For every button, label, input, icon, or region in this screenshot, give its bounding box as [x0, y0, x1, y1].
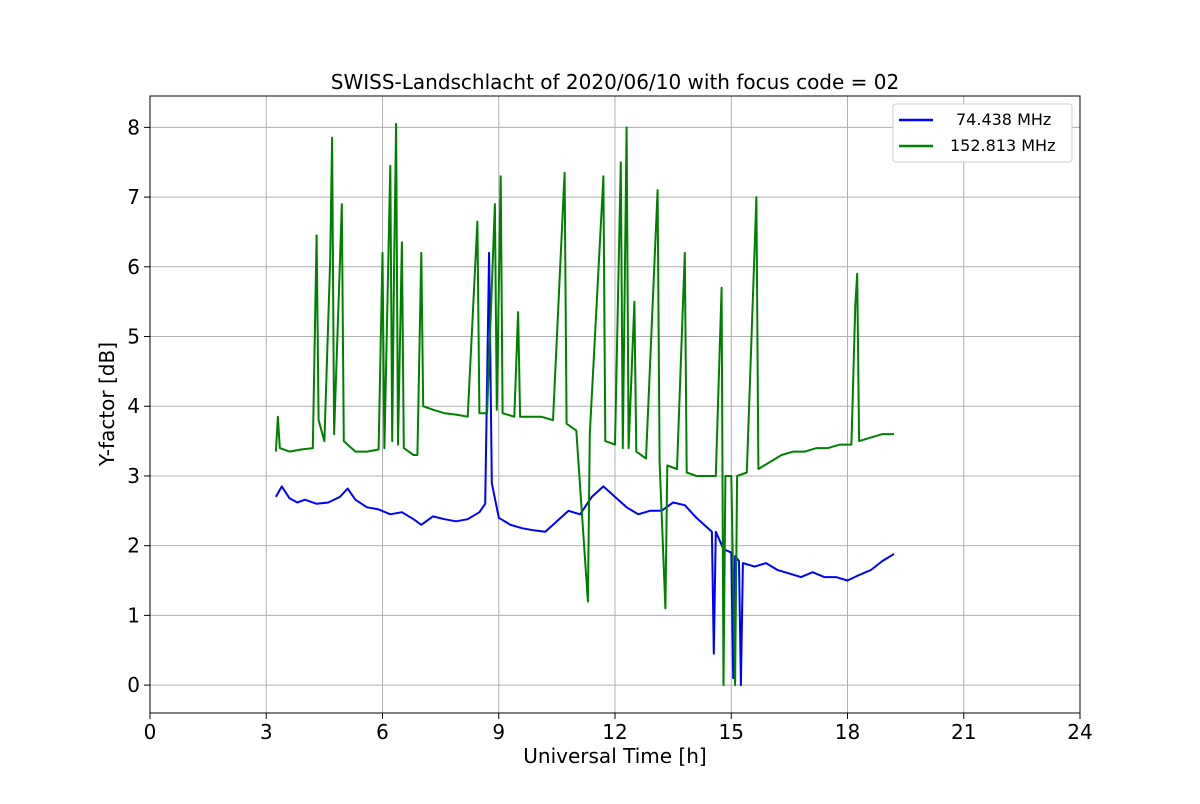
y-tick-label: 1 — [127, 603, 140, 627]
series-line-2 — [274, 122, 894, 687]
legend-box — [892, 103, 1073, 163]
x-axis-label: Universal Time [h] — [523, 744, 706, 768]
y-tick-label: 6 — [127, 255, 140, 279]
y-tick-label: 5 — [127, 325, 140, 349]
y-tick-label: 0 — [127, 673, 140, 697]
x-tick-label: 15 — [719, 720, 744, 744]
y-tick-label: 7 — [127, 185, 140, 209]
y-axis-ticks: 0 1 2 3 4 5 6 7 8 — [127, 115, 150, 697]
legend-label-series-2: 152.813 MHz — [950, 136, 1055, 155]
x-tick-label: 24 — [1067, 720, 1092, 744]
legend: 74.438 MHz 152.813 MHz — [892, 103, 1073, 163]
data-series-layer — [274, 122, 895, 687]
series-line-1 — [275, 251, 895, 687]
y-tick-label: 3 — [127, 464, 140, 488]
y-tick-label: 4 — [127, 394, 140, 418]
y-tick-label: 2 — [127, 534, 140, 558]
x-axis-ticks: 0 3 6 9 12 15 18 21 24 — [144, 713, 1093, 744]
y-tick-label: 8 — [127, 115, 140, 139]
legend-label-series-1: 74.438 MHz — [956, 110, 1051, 129]
x-tick-label: 0 — [144, 720, 157, 744]
x-tick-label: 21 — [951, 720, 976, 744]
x-tick-label: 12 — [602, 720, 627, 744]
x-tick-label: 9 — [492, 720, 505, 744]
chart-title: SWISS-Landschlacht of 2020/06/10 with fo… — [331, 70, 899, 94]
y-axis-label: Y-factor [dB] — [95, 342, 119, 467]
x-tick-label: 18 — [835, 720, 860, 744]
x-tick-label: 3 — [260, 720, 273, 744]
x-tick-label: 6 — [376, 720, 389, 744]
